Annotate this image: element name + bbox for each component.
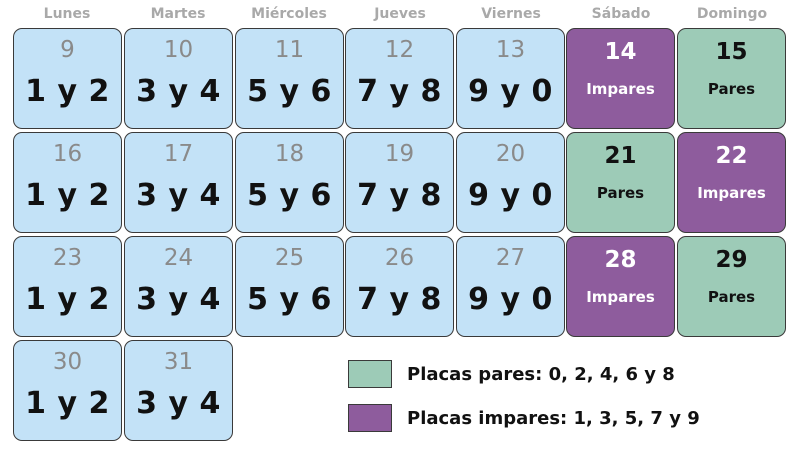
plate-digits: 5 y 6 [247,178,332,213]
day-number: 26 [384,245,415,271]
day-cell-27: 27 9 y 0 [456,236,565,337]
plate-digits: 9 y 0 [468,178,553,213]
day-number: 25 [274,245,305,271]
day-cell-21: 21 Pares [566,132,675,233]
legend-odd-swatch [348,404,392,432]
header-sabado: Sábado [591,6,651,22]
plate-digits: 3 y 4 [136,74,221,109]
legend-even-label: Placas pares: 0, 2, 4, 6 y 8 [407,364,675,385]
day-cell-31: 31 3 y 4 [124,340,233,441]
day-number: 9 [60,37,75,63]
header-miercoles: Miércoles [251,6,327,22]
plate-digits: 7 y 8 [357,74,442,109]
day-number: 30 [52,349,83,375]
day-number: 18 [274,141,305,167]
day-cell-24: 24 3 y 4 [124,236,233,337]
day-cell-23: 23 1 y 2 [13,236,122,337]
day-number: 11 [274,37,305,63]
day-cell-20: 20 9 y 0 [456,132,565,233]
header-lunes: Lunes [43,6,91,22]
day-cell-15: 15 Pares [677,28,786,129]
day-cell-26: 26 7 y 8 [345,236,454,337]
legend-odd-label: Placas impares: 1, 3, 5, 7 y 9 [407,408,700,429]
day-number: 24 [163,245,194,271]
day-number: 31 [163,349,194,375]
day-cell-12: 12 7 y 8 [345,28,454,129]
header-jueves: Jueves [374,6,426,22]
plate-digits: 7 y 8 [357,178,442,213]
plate-digits: 1 y 2 [25,386,110,421]
header-martes: Martes [150,6,206,22]
day-number: 28 [604,247,637,273]
day-cell-16: 16 1 y 2 [13,132,122,233]
day-number: 21 [604,143,637,169]
day-number: 10 [163,37,194,63]
day-cell-9: 9 1 y 2 [13,28,122,129]
day-number: 27 [495,245,526,271]
plate-parity-label: Pares [707,288,756,306]
plate-parity-label: Impares [697,184,766,202]
day-number: 23 [52,245,83,271]
plate-digits: 5 y 6 [247,74,332,109]
day-cell-28: 28 Impares [566,236,675,337]
day-number: 13 [495,37,526,63]
day-cell-18: 18 5 y 6 [235,132,344,233]
day-number: 14 [604,39,637,65]
day-cell-25: 25 5 y 6 [235,236,344,337]
plate-digits: 9 y 0 [468,282,553,317]
day-number: 12 [384,37,415,63]
plate-parity-label: Pares [707,80,756,98]
plate-digits: 3 y 4 [136,386,221,421]
day-cell-19: 19 7 y 8 [345,132,454,233]
plate-digits: 5 y 6 [247,282,332,317]
plate-digits: 3 y 4 [136,282,221,317]
legend-even-swatch [348,360,392,388]
day-cell-10: 10 3 y 4 [124,28,233,129]
day-number: 16 [52,141,83,167]
day-cell-17: 17 3 y 4 [124,132,233,233]
plate-digits: 9 y 0 [468,74,553,109]
day-number: 19 [384,141,415,167]
day-number: 20 [495,141,526,167]
plate-parity-label: Impares [586,288,655,306]
header-domingo: Domingo [696,6,768,22]
plate-digits: 1 y 2 [25,282,110,317]
day-cell-29: 29 Pares [677,236,786,337]
plate-parity-label: Pares [596,184,645,202]
plate-digits: 1 y 2 [25,178,110,213]
day-cell-30: 30 1 y 2 [13,340,122,441]
header-viernes: Viernes [481,6,541,22]
day-cell-13: 13 9 y 0 [456,28,565,129]
day-number: 22 [715,143,748,169]
day-number: 17 [163,141,194,167]
plate-digits: 1 y 2 [25,74,110,109]
day-number: 15 [715,39,748,65]
day-cell-11: 11 5 y 6 [235,28,344,129]
day-cell-22: 22 Impares [677,132,786,233]
day-cell-14: 14 Impares [566,28,675,129]
plate-digits: 7 y 8 [357,282,442,317]
day-number: 29 [715,247,748,273]
plate-parity-label: Impares [586,80,655,98]
plate-digits: 3 y 4 [136,178,221,213]
